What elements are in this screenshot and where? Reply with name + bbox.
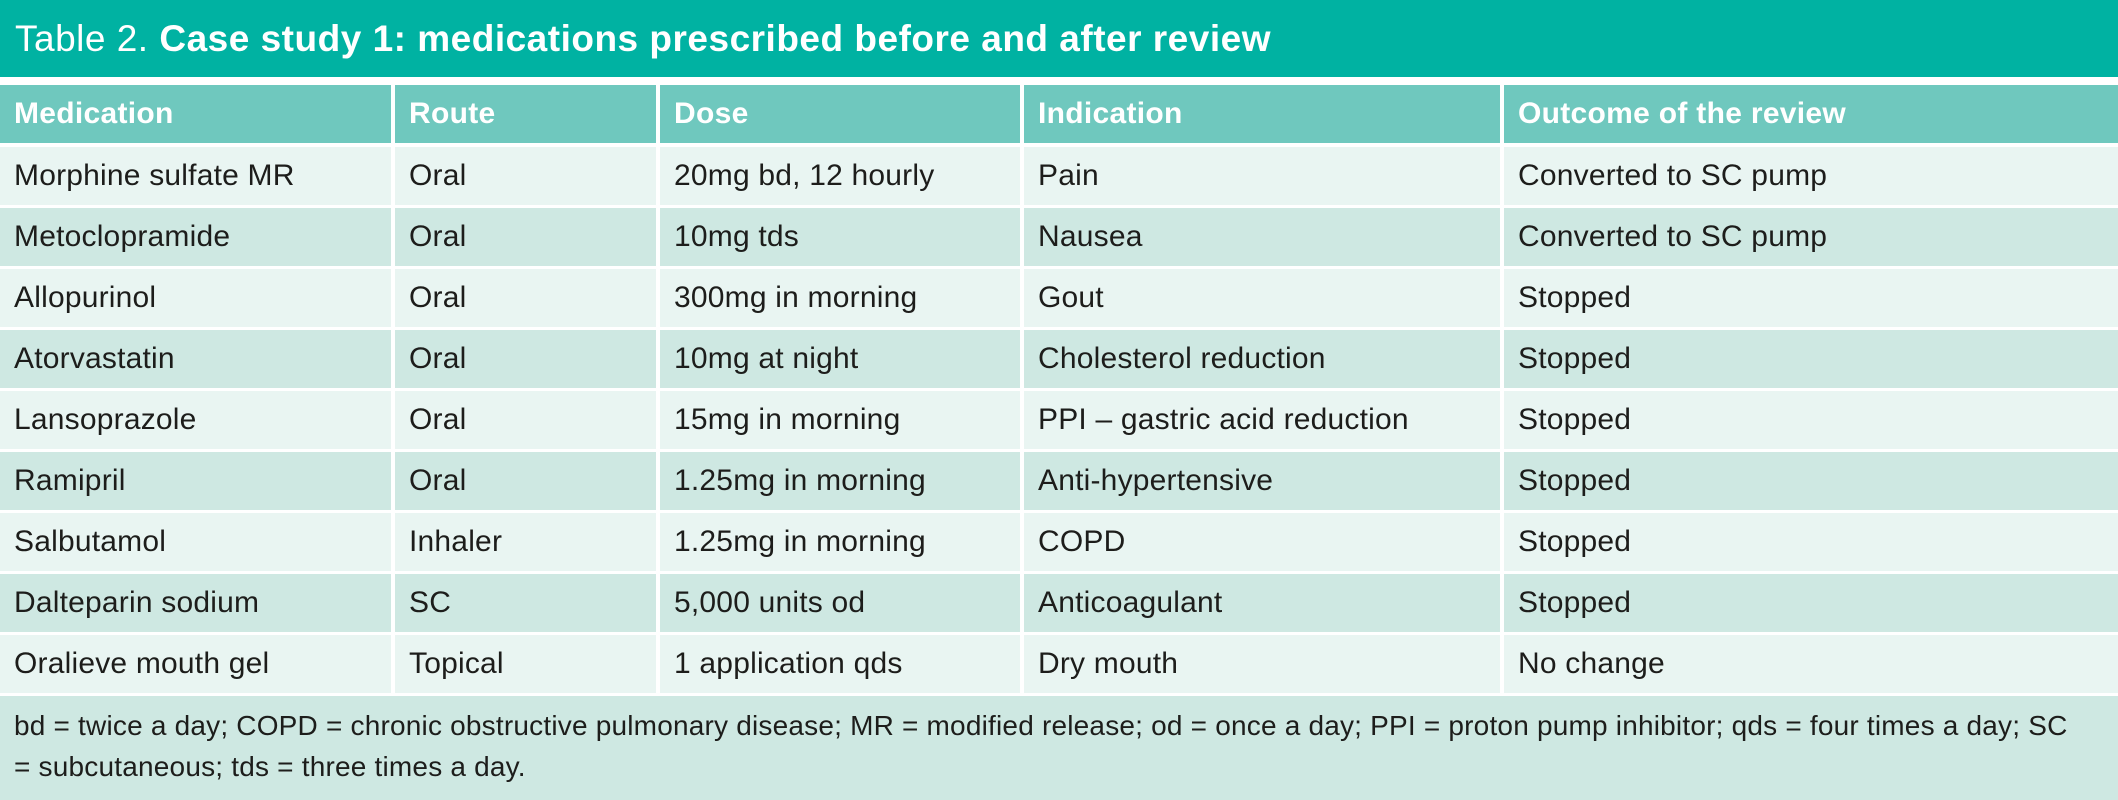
route-cell: Oral xyxy=(393,206,660,269)
table-number-label: Table 2. xyxy=(15,17,160,59)
indication-cell: Gout xyxy=(1022,267,1504,330)
indication-cell: Dry mouth xyxy=(1022,633,1504,696)
table-row: Morphine sulfate MR Oral 20mg bd, 12 hourl… xyxy=(0,145,2118,208)
column-header-dose: Dose xyxy=(658,85,1024,147)
outcome-of-the-review-cell: No change xyxy=(1502,633,2118,696)
dose-cell: 1 application qds xyxy=(658,633,1024,696)
medication-cell: Salbutamol xyxy=(0,511,395,574)
column-header-outcome-of-the-review: Outcome of the review xyxy=(1502,85,2118,147)
outcome-of-the-review-cell: Converted to SC pump xyxy=(1502,206,2118,269)
route-cell: Topical xyxy=(393,633,660,696)
table-title: Case study 1: medications prescribed bef… xyxy=(159,17,1271,59)
route-cell: Inhaler xyxy=(393,511,660,574)
table-row: Dalteparin sodium SC 5,000 units od Anticoa… xyxy=(0,572,2118,635)
indication-cell: Pain xyxy=(1022,145,1504,208)
route-cell: SC xyxy=(393,572,660,635)
medication-cell: Dalteparin sodium xyxy=(0,572,395,635)
indication-cell: COPD xyxy=(1022,511,1504,574)
indication-cell: Anticoagulant xyxy=(1022,572,1504,635)
medication-cell: Oralieve mouth gel xyxy=(0,633,395,696)
outcome-of-the-review-cell: Stopped xyxy=(1502,450,2118,513)
outcome-of-the-review-cell: Stopped xyxy=(1502,511,2118,574)
route-cell: Oral xyxy=(393,267,660,330)
route-cell: Oral xyxy=(393,450,660,513)
indication-cell: Cholesterol reduction xyxy=(1022,328,1504,391)
medication-cell: Lansoprazole xyxy=(0,389,395,452)
table-footnote: bd = twice a day; COPD = chronic obstruc… xyxy=(0,696,2118,800)
dose-cell: 10mg tds xyxy=(658,206,1024,269)
medication-cell: Atorvastatin xyxy=(0,328,395,391)
dose-cell: 300mg in morning xyxy=(658,267,1024,330)
dose-cell: 10mg at night xyxy=(658,328,1024,391)
outcome-of-the-review-cell: Stopped xyxy=(1502,267,2118,330)
route-cell: Oral xyxy=(393,389,660,452)
table-row: Atorvastatin Oral 10mg at night Cholesterol… xyxy=(0,328,2118,391)
table-row: Ramipril Oral 1.25mg in morning Anti-hypert… xyxy=(0,450,2118,513)
outcome-of-the-review-cell: Stopped xyxy=(1502,572,2118,635)
medications-table: Medication Route Dose Indication Outcome of … xyxy=(0,85,2118,696)
outcome-of-the-review-cell: Stopped xyxy=(1502,328,2118,391)
column-header-route: Route xyxy=(393,85,660,147)
medication-cell: Ramipril xyxy=(0,450,395,513)
indication-cell: Nausea xyxy=(1022,206,1504,269)
medication-cell: Metoclopramide xyxy=(0,206,395,269)
medication-cell: Morphine sulfate MR xyxy=(0,145,395,208)
dose-cell: 20mg bd, 12 hourly xyxy=(658,145,1024,208)
dose-cell: 1.25mg in morning xyxy=(658,511,1024,574)
table-title-bar: Table 2. Case study 1: medications presc… xyxy=(0,0,2118,85)
table-row: Metoclopramide Oral 10mg tds Nausea Converte… xyxy=(0,206,2118,269)
outcome-of-the-review-cell: Stopped xyxy=(1502,389,2118,452)
outcome-of-the-review-cell: Converted to SC pump xyxy=(1502,145,2118,208)
dose-cell: 15mg in morning xyxy=(658,389,1024,452)
indication-cell: Anti-hypertensive xyxy=(1022,450,1504,513)
table-row: Oralieve mouth gel Topical 1 application q… xyxy=(0,633,2118,696)
dose-cell: 1.25mg in morning xyxy=(658,450,1024,513)
table-row: Lansoprazole Oral 15mg in morning PPI – gas… xyxy=(0,389,2118,452)
column-header-indication: Indication xyxy=(1022,85,1504,147)
dose-cell: 5,000 units od xyxy=(658,572,1024,635)
footnote-text: bd = twice a day; COPD = chronic obstruc… xyxy=(14,710,2068,782)
indication-cell: PPI – gastric acid reduction xyxy=(1022,389,1504,452)
route-cell: Oral xyxy=(393,328,660,391)
column-header-medication: Medication xyxy=(0,85,395,147)
table-row: Allopurinol Oral 300mg in morning Gout Stopp… xyxy=(0,267,2118,330)
table-row: Salbutamol Inhaler 1.25mg in morning COPD St… xyxy=(0,511,2118,574)
medication-cell: Allopurinol xyxy=(0,267,395,330)
route-cell: Oral xyxy=(393,145,660,208)
table-header-row: Medication Route Dose Indication Outcome of … xyxy=(0,85,2118,147)
